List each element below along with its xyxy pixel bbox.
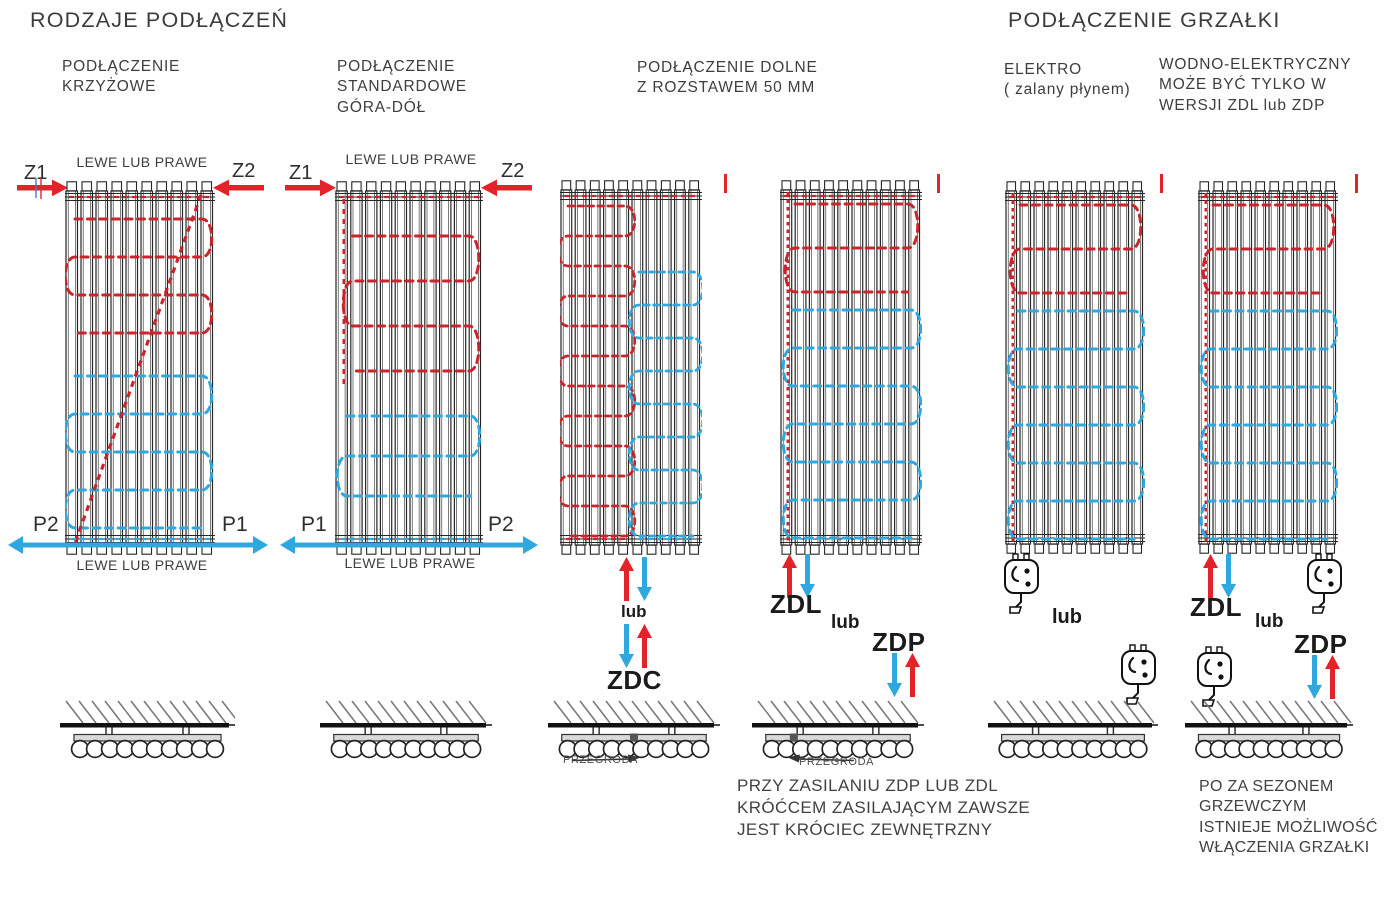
red-tick-zdc bbox=[724, 174, 727, 193]
wodno-zdl-arrows-icon bbox=[1202, 554, 1237, 598]
z1-label-standardowe: Z1 bbox=[289, 162, 313, 184]
z2-label-krzyzowe: Z2 bbox=[232, 160, 256, 182]
diagram-title-dolne: PODŁĄCZENIE DOLNE Z ROZSTAWEM 50 MM bbox=[637, 59, 818, 97]
z2-label-standardowe: Z2 bbox=[501, 160, 525, 182]
radiator-zdl-zdp bbox=[780, 180, 922, 555]
page-title-left: RODZAJE PODŁĄCZEŃ bbox=[30, 8, 289, 32]
p1-label-krzyzowe: P1 bbox=[222, 513, 248, 536]
bottom-label-krzyzowe: LEWE LUB PRAWE bbox=[76, 557, 208, 573]
p-arrow-icon-krzyzowe bbox=[8, 536, 268, 554]
wodno-zdp-label: ZDP bbox=[1294, 629, 1348, 659]
z2-arrow-icon bbox=[481, 179, 533, 197]
heater-plug-icon bbox=[1117, 644, 1161, 706]
wall-mount-zdl bbox=[752, 700, 924, 766]
wall-mount-zdc bbox=[548, 700, 720, 766]
note-grzalka: PO ZA SEZONEM GRZEWCZYM ISTNIEJE MOŻLIWO… bbox=[1199, 778, 1378, 856]
wodno-zdl-label: ZDL bbox=[1190, 592, 1243, 622]
diagram-title-elektro: ELEKTRO ( zalany płynem) bbox=[1004, 61, 1131, 99]
top-label-krzyzowe: LEWE LUB PRAWE bbox=[76, 154, 208, 170]
bottom-label-standardowe: LEWE LUB PRAWE bbox=[344, 555, 476, 571]
p2-label-standardowe: P2 bbox=[488, 513, 514, 536]
zdl-label: ZDL bbox=[770, 589, 823, 619]
zdc-lub-label: lub bbox=[621, 602, 647, 621]
red-tick-zdl bbox=[937, 174, 940, 193]
przegroda-label-zdc: PRZEGRODA bbox=[563, 754, 639, 766]
wall-mount-elektro bbox=[988, 700, 1158, 766]
radiator-wodno bbox=[1198, 181, 1338, 554]
wall-mount-standardowe bbox=[320, 700, 492, 766]
wall-mount-krzyzowe bbox=[60, 700, 235, 766]
wodno-zdp-arrows-icon bbox=[1306, 655, 1341, 699]
diagram-title-standardowe: PODŁĄCZENIE STANDARDOWE GÓRA-DÓŁ bbox=[337, 58, 467, 116]
zdp-label: ZDP bbox=[872, 627, 926, 657]
page-title-right: PODŁĄCZENIE GRZAŁKI bbox=[1008, 8, 1281, 32]
red-tick-wodno bbox=[1355, 174, 1358, 193]
zdl-flow-arrows-icon bbox=[781, 554, 816, 598]
radiator-zdc bbox=[560, 180, 702, 555]
zdp-flow-arrows-icon bbox=[886, 653, 921, 697]
z2-arrow-icon bbox=[213, 179, 265, 197]
zdc-flow-arrows-bottom-icon bbox=[618, 624, 653, 668]
p1-label-standardowe: P1 bbox=[301, 513, 327, 536]
heater-plug-icon bbox=[1193, 646, 1237, 708]
zdc-label: ZDC bbox=[607, 665, 662, 695]
zdc-flow-arrows-top-icon bbox=[618, 557, 653, 601]
z1-arrow-icon bbox=[284, 179, 336, 197]
z1-connection-marker-icon bbox=[30, 174, 54, 202]
przegroda-label-zdl: PRZEGRODA bbox=[799, 756, 875, 768]
wodno-lub-label: lub bbox=[1255, 611, 1284, 632]
p-arrow-icon-standardowe bbox=[280, 536, 538, 554]
p2-label-krzyzowe: P2 bbox=[33, 513, 59, 536]
elektro-lub-label: lub bbox=[1052, 606, 1082, 628]
radiator-krzyzowe bbox=[65, 181, 215, 555]
note-zdp-zdl: PRZY ZASILANIU ZDP LUB ZDL KRÓĆCEM ZASIL… bbox=[737, 776, 1031, 840]
red-tick-elektro bbox=[1160, 174, 1163, 193]
heater-plug-icon bbox=[1000, 553, 1044, 615]
top-label-standardowe: LEWE LUB PRAWE bbox=[345, 151, 477, 167]
radiator-elektro bbox=[1005, 181, 1145, 554]
heater-plug-icon bbox=[1303, 553, 1347, 615]
zdl-zdp-lub-label: lub bbox=[831, 612, 860, 633]
diagram-title-wodno: WODNO-ELEKTRYCZNY MOŻE BYĆ TYLKO W WERSJ… bbox=[1159, 56, 1352, 114]
wall-mount-wodno bbox=[1185, 700, 1353, 766]
radiator-standardowe bbox=[335, 181, 483, 555]
diagram-title-krzyzowe: PODŁĄCZENIE KRZYŻOWE bbox=[62, 58, 181, 96]
